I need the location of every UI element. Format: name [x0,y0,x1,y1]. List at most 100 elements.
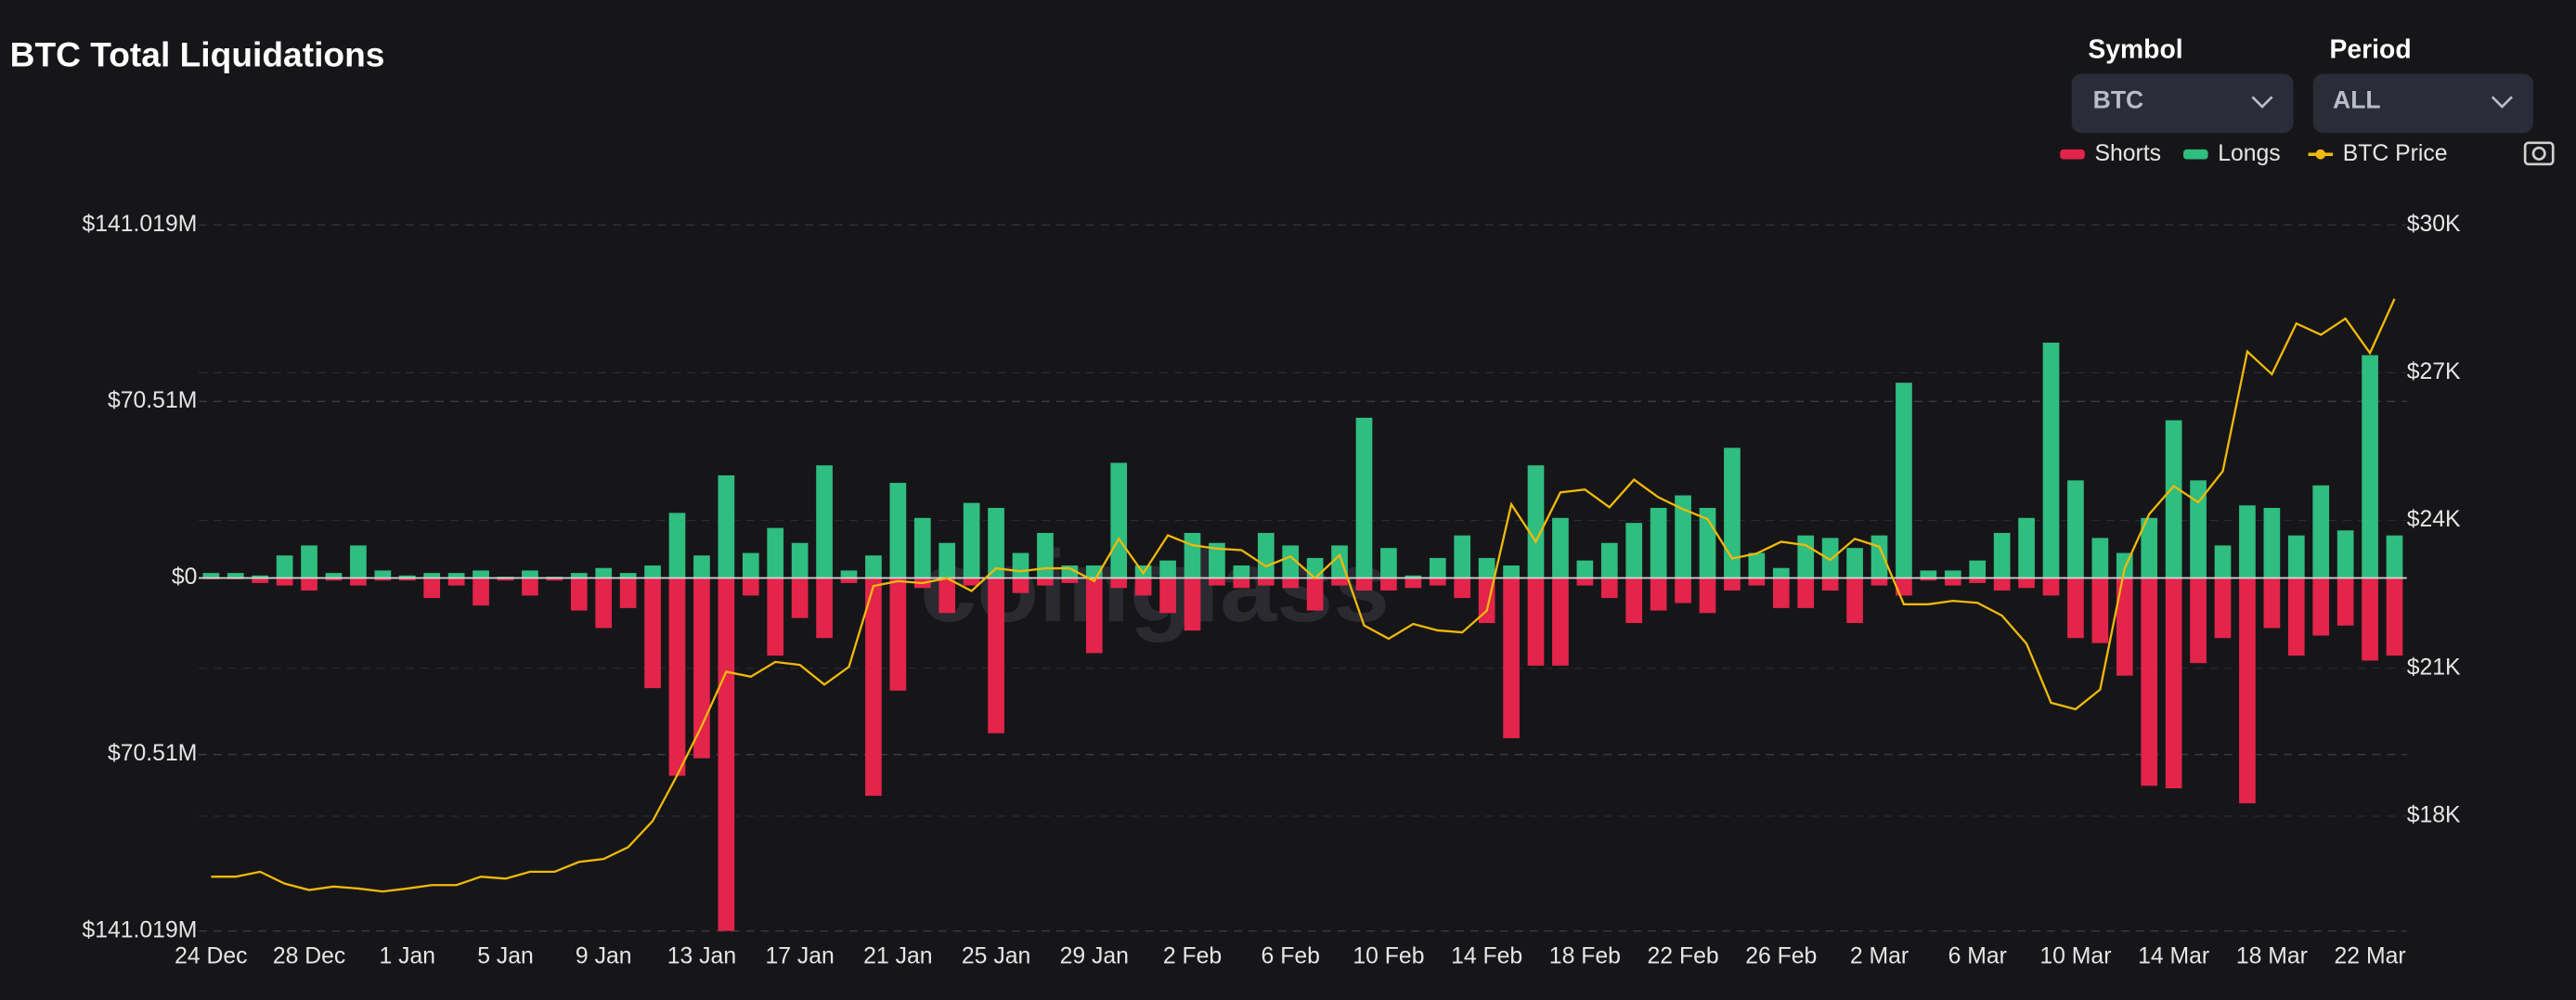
symbol-select[interactable]: BTC [2071,73,2294,134]
x-tick-label: 22 Mar [2335,944,2406,969]
x-tick-label: 25 Jan [962,944,1030,969]
bar [1306,578,1324,611]
x-tick-label: 9 Jan [576,944,632,969]
bar [1821,578,1839,591]
bar [1625,523,1643,578]
x-tick-label: 24 Dec [175,944,247,969]
bar [1380,548,1397,578]
bar [595,578,613,629]
bar [1625,578,1643,624]
bar [816,578,833,639]
bar [1429,578,1446,586]
bar [350,545,367,578]
bar [2362,355,2378,578]
chevron[interactable] [2251,96,2273,109]
bar [2263,508,2281,578]
bar [423,578,441,599]
x-tick-label: 6 Mar [1948,944,2007,969]
bar [1209,578,1225,586]
bar [767,527,784,578]
bar [2190,578,2207,664]
x-tick-label: 1 Jan [380,944,436,969]
y-tick-label: $141.019M [82,917,197,942]
bar [1012,552,1029,578]
bar [1896,383,1912,578]
bar [840,570,858,578]
bar [963,502,980,578]
bar [1650,508,1667,578]
bar [668,578,686,776]
y2-tick-label: $18K [2407,802,2461,827]
bar [1748,552,1766,578]
bar [742,578,759,596]
bar [1429,557,1446,578]
bar [2042,578,2060,596]
camera-lens[interactable] [2531,146,2546,161]
legend-swatch [2315,149,2326,160]
select-value[interactable]: ALL [2333,86,2381,114]
bar [2116,578,2133,676]
bar [301,545,317,578]
bar [693,555,710,578]
chevron[interactable] [2491,96,2513,109]
bar [963,578,980,586]
bar [742,552,759,578]
bar [1503,578,1520,739]
bar [1675,495,1691,578]
bar [2067,578,2084,639]
bar [718,578,735,931]
period-label: Period [2330,33,2412,63]
bar [1896,578,1912,596]
bar [2042,343,2060,578]
y-tick-label: $0 [172,565,198,590]
bar [1061,578,1079,583]
bar [619,573,637,578]
bar [1527,578,1545,666]
bar [1724,448,1741,578]
bar [2190,480,2207,578]
bar [227,573,244,578]
bar [1552,578,1569,666]
bar [889,578,907,691]
bar [1797,535,1815,578]
bar [1600,578,1618,599]
bar [2239,578,2256,804]
bar [619,578,637,608]
select-box[interactable] [2312,73,2533,134]
bar [398,578,416,581]
bar [570,573,588,578]
bar [2287,535,2305,578]
camera-icon[interactable] [2523,141,2555,166]
bar [1257,532,1275,578]
bar [1159,578,1176,614]
bar [276,578,293,586]
bar [398,575,416,578]
bar [1772,567,1790,578]
bar [644,578,661,689]
bar [1085,578,1103,654]
bar [2018,517,2035,578]
bar [913,517,931,578]
bar [2165,578,2182,788]
x-tick-label: 28 Dec [273,944,345,969]
x-tick-label: 5 Jan [477,944,534,969]
x-tick-label: 14 Mar [2138,944,2209,969]
bar [2214,578,2232,639]
period-select[interactable]: ALL [2312,73,2533,134]
bar [2091,578,2109,643]
bar [447,573,465,578]
bar [546,578,563,581]
legend-label: BTC Price [2343,141,2448,166]
y2-tick-label: $27K [2407,359,2461,384]
select-box[interactable] [2071,73,2294,134]
bar [472,570,489,578]
select-value[interactable]: BTC [2093,86,2144,114]
x-tick-label: 10 Feb [1353,944,1424,969]
bar [1454,535,1471,578]
legend-label: Longs [2218,141,2280,166]
bar [447,578,465,586]
camera-body[interactable] [2523,141,2555,166]
bar [2239,505,2256,578]
bar [2337,578,2354,626]
bar [522,570,538,578]
